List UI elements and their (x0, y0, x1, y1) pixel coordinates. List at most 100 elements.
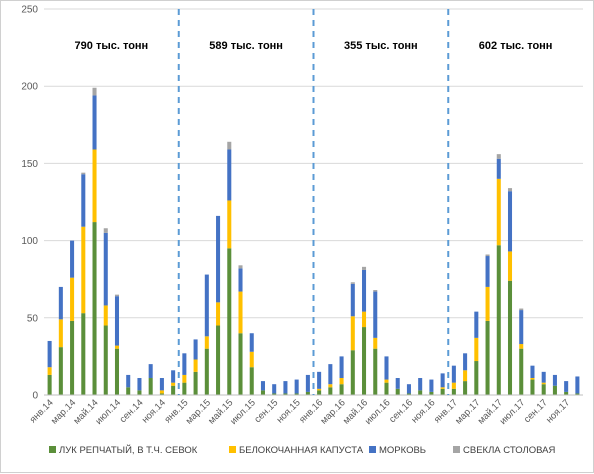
x-tick-label: ноя.16 (409, 397, 437, 425)
x-tick-label: июл.14 (93, 397, 123, 427)
y-tick-label: 0 (32, 391, 38, 402)
bar-segment (193, 339, 198, 360)
bar-segment (227, 141, 232, 150)
x-tick-label: ноя.15 (275, 397, 303, 425)
bar-segment (507, 280, 513, 395)
bar-segment (530, 379, 535, 395)
bar-segment (171, 382, 176, 386)
bar-segment (339, 378, 344, 385)
bar-segment (485, 256, 490, 287)
bar-segment (103, 325, 108, 395)
bar-segment (519, 344, 524, 349)
bar-segment (103, 232, 108, 306)
bar-segment (227, 248, 232, 395)
bar-segment (103, 305, 108, 326)
bar-segment (47, 367, 52, 375)
bar-segment (463, 353, 468, 371)
bar-segment (350, 316, 355, 351)
bar-segment (216, 215, 221, 303)
y-tick-label: 250 (21, 5, 38, 16)
bar-segment (317, 371, 322, 389)
bar-segment (451, 388, 456, 395)
bar-segment (216, 325, 221, 395)
bar-segment (70, 240, 75, 278)
bar-segment (249, 333, 254, 352)
bar-segment (485, 254, 490, 257)
year-dividers (177, 9, 450, 395)
x-axis-ticks: янв.14мар.14май.14июл.14сен.14ноя.14янв.… (28, 397, 573, 427)
legend-swatch (49, 446, 56, 453)
bar-segment (328, 364, 333, 385)
bar-segment (182, 374, 187, 383)
y-tick-label: 50 (27, 313, 39, 324)
bar-segment (373, 337, 378, 349)
x-tick-label: сен.15 (252, 397, 280, 425)
bar-segment (204, 274, 209, 337)
bar-segment (272, 393, 277, 395)
legend-label: МОРКОВЬ (379, 445, 426, 456)
year-total-label: 355 тыс. тонн (344, 40, 418, 52)
bar-segment (496, 178, 501, 246)
bar-segment (440, 388, 445, 395)
bar-segment (58, 347, 63, 395)
y-axis-ticks: 0 50 100 150 200 250 (21, 5, 38, 402)
bar-segment (260, 390, 265, 395)
legend-label: СВЕКЛА СТОЛОВАЯ (463, 445, 555, 456)
bar-segment (126, 374, 131, 388)
x-tick-label: сен.16 (387, 397, 415, 425)
bar-segment (114, 294, 120, 297)
bar-segment (541, 371, 546, 383)
bar-segment (70, 277, 75, 321)
x-tick-label: ноя.17 (544, 397, 572, 425)
bar-segment (463, 370, 468, 382)
bar-segment (496, 245, 501, 395)
bar-segment (519, 310, 524, 345)
bar-segment (395, 388, 400, 395)
bar-segment (103, 228, 108, 233)
bar-segment (114, 345, 120, 349)
bar-segment (564, 381, 569, 392)
bar-segment (440, 373, 445, 388)
bar-segment (406, 393, 411, 395)
bar-segment (552, 385, 557, 395)
bar-segment (362, 327, 367, 395)
bar-segment (137, 378, 142, 391)
bar-segment (159, 390, 164, 394)
bar-segment (92, 95, 97, 150)
bar-segment (305, 391, 310, 395)
bar-segment (350, 283, 355, 317)
annotations: 790 тыс. тонн 589 тыс. тонн 355 тыс. тонн 6… (75, 40, 553, 52)
bar-segment (507, 188, 513, 192)
legend-swatch (369, 446, 376, 453)
year-total-label: 602 тыс. тонн (479, 40, 553, 52)
bar-segment (305, 374, 310, 392)
bar-segment (373, 291, 378, 338)
bar-segment (81, 174, 86, 227)
bar-segment (519, 308, 524, 311)
bar-segment (474, 337, 479, 362)
bars (47, 87, 580, 395)
bar-segment (92, 149, 97, 223)
bar-segment (126, 387, 131, 395)
x-tick-label: сен.14 (118, 397, 146, 425)
bar-segment (148, 364, 153, 379)
bar-segment (204, 336, 209, 349)
bar-segment (474, 311, 479, 338)
bar-segment (182, 382, 187, 395)
bar-segment (47, 374, 52, 395)
bar-segment (362, 266, 367, 270)
bar-segment (474, 361, 479, 395)
bar-segment (350, 282, 355, 284)
y-tick-label: 100 (21, 236, 38, 247)
legend-swatch (453, 446, 460, 453)
x-tick-label: сен.17 (522, 397, 550, 425)
bar-segment (238, 333, 243, 395)
x-tick-label: июл.17 (498, 397, 528, 427)
bar-segment (171, 370, 176, 383)
bar-segment (328, 387, 333, 395)
bar-segment (317, 388, 322, 391)
bar-segment (159, 378, 164, 391)
bar-segment (339, 356, 344, 379)
